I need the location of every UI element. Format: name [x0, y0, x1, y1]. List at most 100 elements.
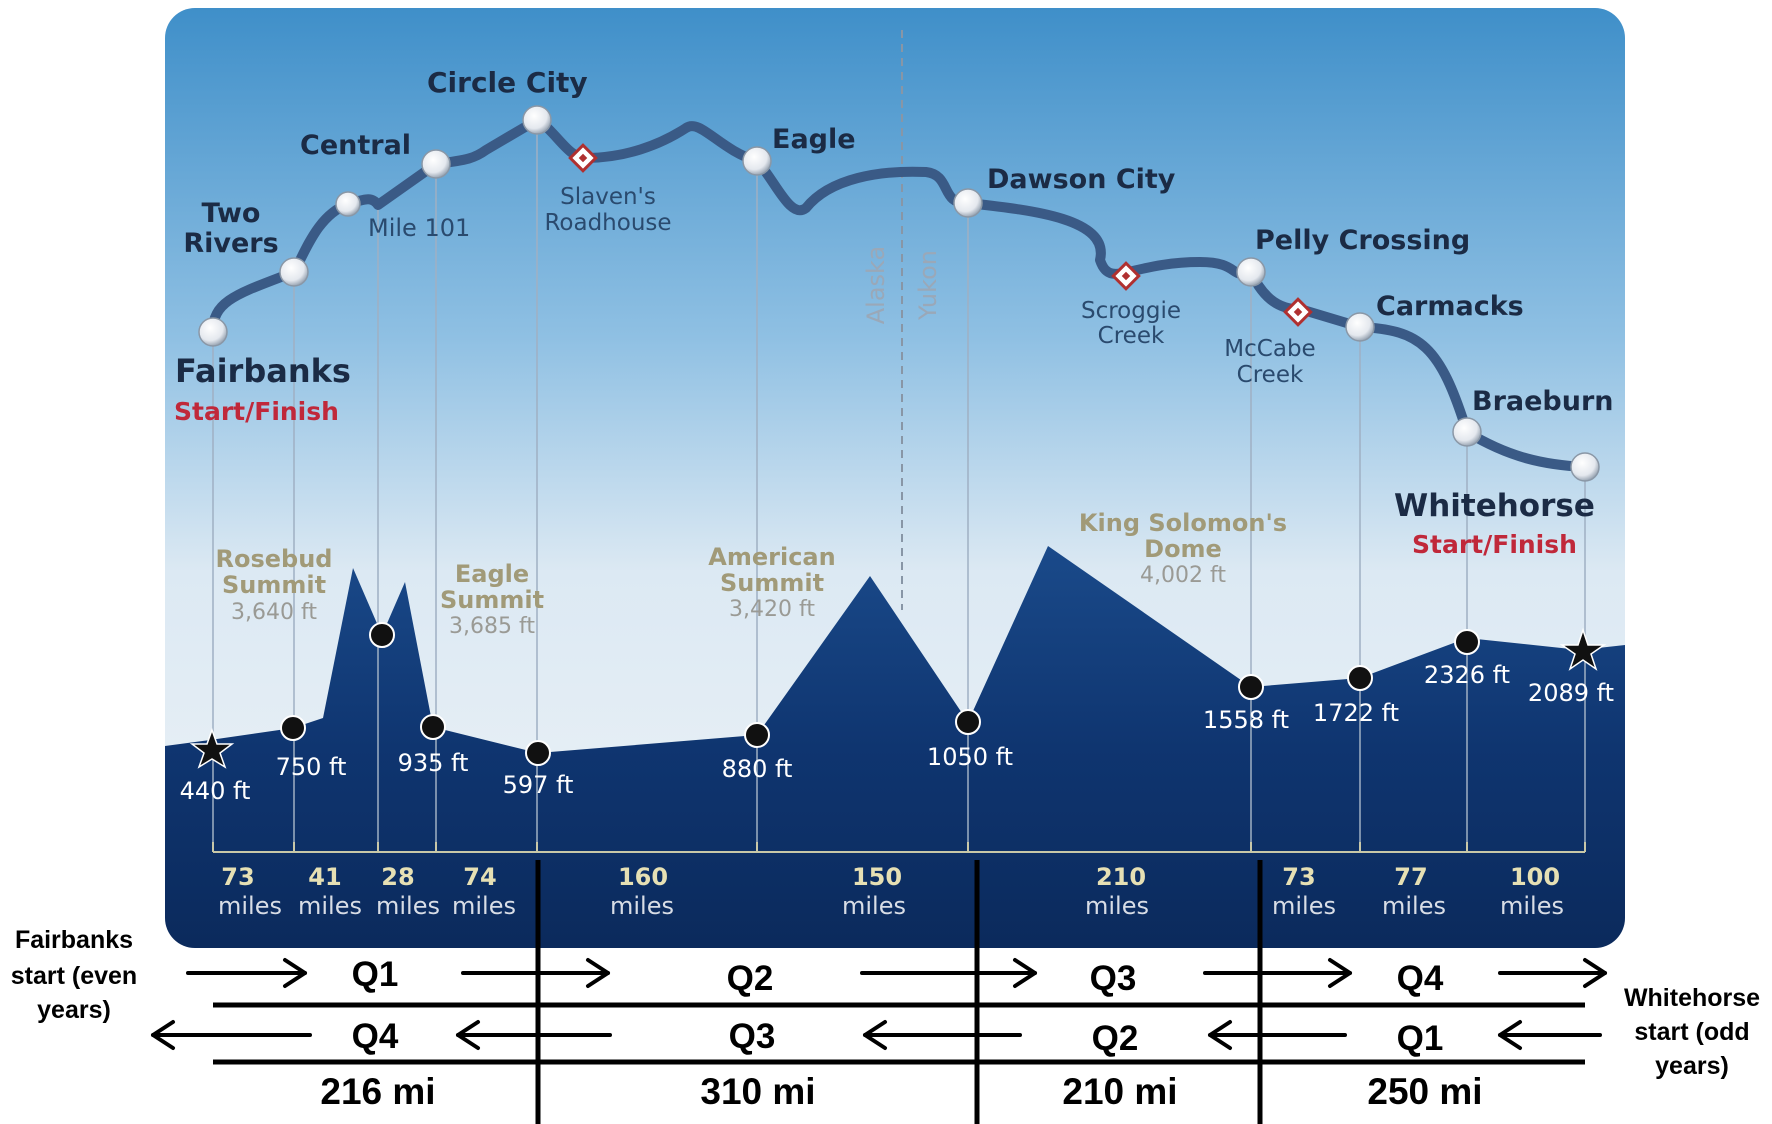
elev-label: 880 ft [722, 755, 793, 783]
summit-label-rosebud: Rosebud Summit [216, 545, 333, 599]
quarter-label: Q1 [352, 955, 399, 994]
place-label-scroggie-creek: Scroggie Creek [1081, 298, 1181, 349]
stop-node-eagle [742, 146, 772, 176]
place-label-slavens-roadhouse: Slaven's Roadhouse [544, 184, 671, 236]
elevation-points [189, 622, 1607, 769]
place-label-braeburn: Braeburn [1472, 386, 1614, 417]
quarter-distance: 210 mi [1062, 1071, 1177, 1112]
quarter-distance: 310 mi [700, 1071, 815, 1112]
place-label-whitehorse: Whitehorse [1394, 488, 1595, 524]
stop-node-dawson-city [953, 188, 983, 218]
stop-node-whitehorse [1570, 452, 1600, 482]
place-label-central: Central [300, 130, 411, 161]
segment-miles: 100 [1510, 863, 1560, 891]
elev-label: 2326 ft [1424, 661, 1510, 689]
elev-point [1238, 674, 1264, 700]
elev-point [1347, 665, 1373, 691]
route-stops [198, 105, 1600, 482]
arrow-right-icon [1203, 958, 1352, 988]
segment-unit: miles [1272, 892, 1336, 920]
quarter-label: Q1 [1397, 1019, 1444, 1058]
segment-unit: miles [298, 892, 362, 920]
summit-elev-american: 3,420 ft [729, 597, 815, 622]
quarter-labels-even: Q1 Q2 Q3 Q4 [352, 955, 1444, 998]
segment-unit: miles [376, 892, 440, 920]
segment-miles: 73 [221, 863, 254, 891]
route-panel: Alaska Yukon [165, 8, 1625, 948]
arrow-left-icon [1498, 1020, 1602, 1050]
place-label-carmacks: Carmacks [1376, 291, 1524, 322]
place-label-fairbanks: Fairbanks [175, 352, 351, 390]
quarter-labels-odd: Q4 Q3 Q2 Q1 [352, 1017, 1444, 1058]
quarter-label: Q3 [729, 1017, 776, 1056]
fairbanks-start-note: Fairbanks start (even years) [11, 926, 137, 1024]
elev-label: 597 ft [503, 771, 574, 799]
segment-miles: 73 [1282, 863, 1315, 891]
elevation-labels: 440 ft 750 ft 935 ft 597 ft 880 ft 1050 … [180, 661, 1615, 805]
segment-miles: 74 [463, 863, 496, 891]
segment-unit: miles [610, 892, 674, 920]
place-labels: Fairbanks Start/Finish Two Rivers Mile 10… [174, 66, 1614, 559]
segment-miles: 41 [308, 863, 341, 891]
place-label-eagle: Eagle [772, 124, 856, 155]
diamond-icon [1283, 297, 1313, 327]
segment-miles: 28 [381, 863, 414, 891]
elev-label: 1558 ft [1203, 706, 1289, 734]
quarter-label: Q4 [1397, 959, 1444, 998]
arrow-left-icon [151, 1020, 312, 1050]
elev-label: 2089 ft [1528, 679, 1614, 707]
star-icon [1559, 627, 1607, 671]
quarter-dividers [535, 860, 1263, 1124]
arrow-right-icon [186, 958, 307, 988]
segment-unit: miles [1500, 892, 1564, 920]
summit-elev-eagle: 3,685 ft [449, 614, 535, 639]
place-label-dawson-city: Dawson City [987, 164, 1176, 195]
elevation-profile [165, 546, 1625, 948]
stop-node-carmacks [1345, 312, 1375, 342]
place-label-two-rivers: Two Rivers [183, 198, 278, 259]
elev-label: 750 ft [276, 753, 347, 781]
summit-label-american: American Summit [708, 543, 835, 597]
segment-unit: miles [218, 892, 282, 920]
segment-unit: miles [452, 892, 516, 920]
diamond-icon [568, 143, 598, 173]
elev-point [280, 715, 306, 741]
stop-node-braeburn [1452, 417, 1482, 447]
route-line [207, 115, 1590, 472]
arrow-left-icon [863, 1020, 1022, 1050]
summit-elev-king-solomons-dome: 4,002 ft [1140, 563, 1226, 588]
summit-elev-rosebud: 3,640 ft [231, 600, 317, 625]
place-label-pelly-crossing: Pelly Crossing [1255, 225, 1470, 256]
summit-labels: Rosebud Summit 3,640 ft Eagle Summit 3,685… [216, 509, 1288, 639]
place-label-circle-city: Circle City [427, 66, 588, 99]
start-finish-label-whitehorse: Start/Finish [1412, 530, 1577, 559]
diamond-icon [1111, 261, 1141, 291]
summit-label-king-solomons-dome: King Solomon's Dome [1079, 509, 1287, 563]
elev-label: 1722 ft [1313, 699, 1399, 727]
quarter-distances: 216 mi 310 mi 210 mi 250 mi [320, 1071, 1482, 1112]
elev-point [525, 740, 551, 766]
start-finish-label-fairbanks: Start/Finish [174, 397, 339, 426]
quarter-distance: 250 mi [1367, 1071, 1482, 1112]
stop-node-mile-101 [335, 191, 361, 217]
elev-point [420, 714, 446, 740]
segment-miles: 210 [1096, 863, 1146, 891]
arrow-left-icon [1208, 1020, 1347, 1050]
stop-node-pelly-crossing [1236, 257, 1266, 287]
whitehorse-start-note: Whitehorse start (odd years) [1624, 984, 1760, 1080]
stop-node-fairbanks [198, 317, 228, 347]
quarter-rules [213, 1002, 1585, 1065]
arrow-right-icon [461, 958, 610, 988]
arrows-even-years [186, 958, 1607, 988]
mileage-axis [212, 842, 1586, 853]
quarter-distance: 216 mi [320, 1071, 435, 1112]
border-label-alaska: Alaska [862, 246, 890, 324]
stop-node-central [421, 149, 451, 179]
elev-point [369, 622, 395, 648]
arrow-right-icon [1498, 958, 1607, 988]
segment-unit: miles [1382, 892, 1446, 920]
elev-label: 1050 ft [927, 743, 1013, 771]
elev-point [1454, 629, 1480, 655]
summit-label-eagle: Eagle Summit [440, 560, 544, 614]
